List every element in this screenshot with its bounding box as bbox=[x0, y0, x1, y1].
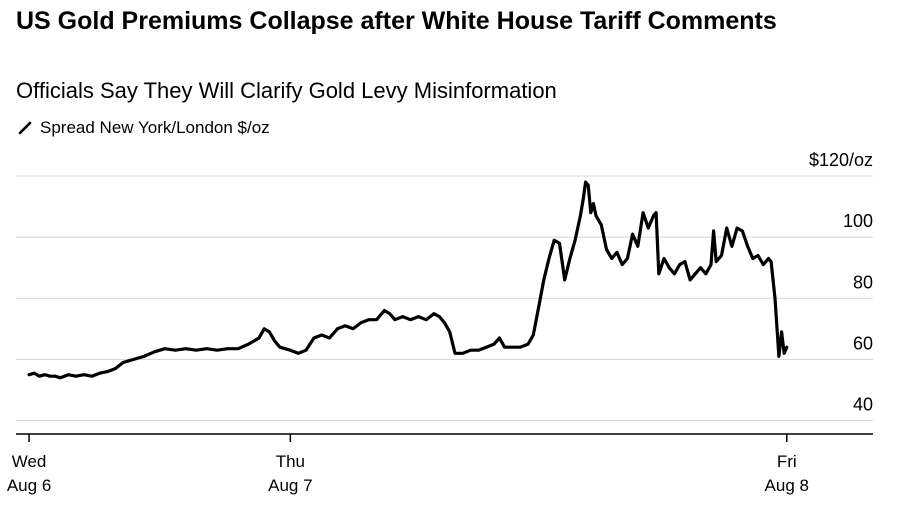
series-line bbox=[27, 180, 789, 380]
y-tick-label: 80 bbox=[853, 272, 873, 292]
chart-subtitle: Officials Say They Will Clarify Gold Lev… bbox=[16, 78, 557, 103]
x-tick-label-date: Aug 8 bbox=[765, 476, 809, 495]
y-tick-label: $120/oz bbox=[809, 150, 873, 170]
x-tick-label-day: Fri bbox=[777, 452, 797, 471]
chart-title: US Gold Premiums Collapse after White Ho… bbox=[16, 7, 777, 35]
x-tick-label-date: Aug 7 bbox=[268, 476, 312, 495]
legend-label: Spread New York/London $/oz bbox=[40, 118, 270, 137]
legend: Spread New York/London $/oz bbox=[18, 118, 270, 138]
y-tick-label: 100 bbox=[843, 211, 873, 231]
x-tick-label-date: Aug 6 bbox=[7, 476, 51, 495]
x-tick-label-day: Wed bbox=[12, 452, 47, 471]
x-tick-label-day: Thu bbox=[276, 452, 305, 471]
y-tick-label: 60 bbox=[853, 333, 873, 353]
y-tick-label: 40 bbox=[853, 395, 873, 415]
legend-line-icon bbox=[18, 121, 32, 135]
